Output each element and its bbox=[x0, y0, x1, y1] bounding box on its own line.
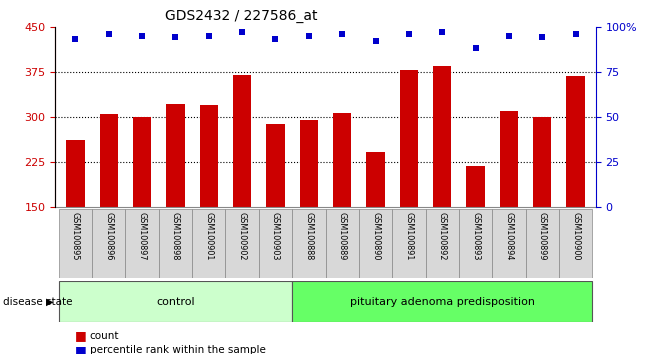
Bar bbox=[259, 209, 292, 278]
Bar bbox=[566, 76, 585, 297]
Bar bbox=[466, 166, 485, 297]
Point bbox=[303, 33, 314, 39]
Text: ■: ■ bbox=[75, 329, 87, 342]
Text: GSM100891: GSM100891 bbox=[404, 212, 413, 261]
Bar bbox=[459, 209, 492, 278]
Point bbox=[237, 29, 247, 35]
Text: count: count bbox=[90, 331, 119, 341]
Text: GSM100899: GSM100899 bbox=[538, 212, 547, 261]
Point bbox=[70, 36, 81, 42]
Bar bbox=[100, 114, 118, 297]
Bar bbox=[326, 209, 359, 278]
Bar bbox=[59, 281, 292, 322]
Text: GSM100898: GSM100898 bbox=[171, 212, 180, 261]
Bar bbox=[133, 117, 151, 297]
Bar bbox=[192, 209, 225, 278]
Bar bbox=[333, 113, 352, 297]
Bar bbox=[299, 120, 318, 297]
Bar bbox=[392, 209, 426, 278]
Bar bbox=[559, 209, 592, 278]
Bar bbox=[66, 140, 85, 297]
Text: pituitary adenoma predisposition: pituitary adenoma predisposition bbox=[350, 297, 534, 307]
Bar bbox=[92, 209, 126, 278]
Text: GSM100892: GSM100892 bbox=[437, 212, 447, 261]
Text: control: control bbox=[156, 297, 195, 307]
Text: GSM100901: GSM100901 bbox=[204, 212, 214, 261]
Point bbox=[537, 35, 547, 40]
Point bbox=[204, 33, 214, 39]
Point bbox=[504, 33, 514, 39]
Bar bbox=[200, 105, 218, 297]
Bar bbox=[367, 152, 385, 297]
Bar bbox=[126, 209, 159, 278]
Text: GSM100894: GSM100894 bbox=[505, 212, 514, 261]
Bar bbox=[500, 111, 518, 297]
Bar bbox=[359, 209, 392, 278]
Bar bbox=[233, 75, 251, 297]
Point bbox=[170, 35, 180, 40]
Point bbox=[404, 31, 414, 36]
Text: GSM100897: GSM100897 bbox=[137, 212, 146, 261]
Bar bbox=[525, 209, 559, 278]
Point bbox=[137, 33, 147, 39]
Text: GSM100890: GSM100890 bbox=[371, 212, 380, 261]
Text: GSM100900: GSM100900 bbox=[571, 212, 580, 261]
Text: ■: ■ bbox=[75, 344, 87, 354]
Bar bbox=[426, 209, 459, 278]
Text: GSM100902: GSM100902 bbox=[238, 212, 247, 261]
Text: disease state: disease state bbox=[3, 297, 73, 307]
Bar bbox=[225, 209, 259, 278]
Point bbox=[104, 31, 114, 36]
Bar bbox=[492, 209, 525, 278]
Bar bbox=[59, 209, 92, 278]
Bar bbox=[292, 281, 592, 322]
Bar bbox=[292, 209, 326, 278]
Bar bbox=[159, 209, 192, 278]
Text: GSM100903: GSM100903 bbox=[271, 212, 280, 261]
Text: GSM100888: GSM100888 bbox=[304, 212, 313, 261]
Bar bbox=[166, 104, 185, 297]
Point bbox=[337, 31, 348, 36]
Point bbox=[370, 38, 381, 44]
Text: GDS2432 / 227586_at: GDS2432 / 227586_at bbox=[165, 9, 317, 23]
Bar bbox=[400, 70, 418, 297]
Point bbox=[471, 45, 481, 51]
Bar bbox=[433, 65, 451, 297]
Text: ▶: ▶ bbox=[46, 297, 53, 307]
Text: percentile rank within the sample: percentile rank within the sample bbox=[90, 346, 266, 354]
Point bbox=[570, 31, 581, 36]
Bar bbox=[533, 117, 551, 297]
Text: GSM100893: GSM100893 bbox=[471, 212, 480, 261]
Text: GSM100896: GSM100896 bbox=[104, 212, 113, 261]
Text: GSM100889: GSM100889 bbox=[338, 212, 347, 261]
Bar bbox=[266, 124, 284, 297]
Point bbox=[270, 36, 281, 42]
Point bbox=[437, 29, 447, 35]
Text: GSM100895: GSM100895 bbox=[71, 212, 80, 261]
